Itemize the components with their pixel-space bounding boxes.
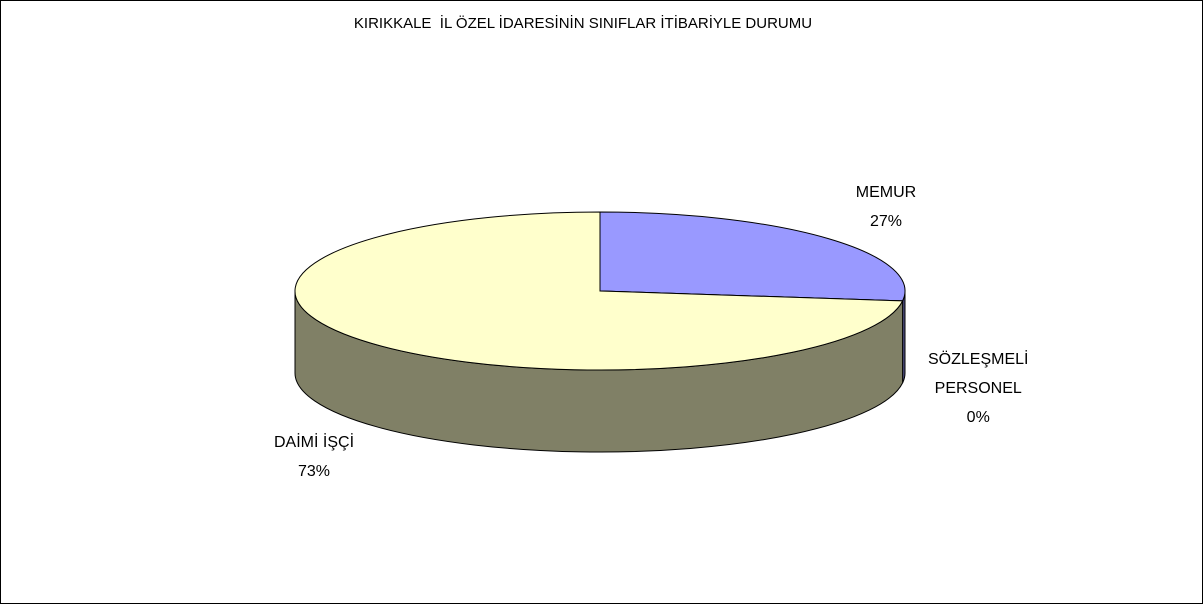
label-name: MEMUR xyxy=(855,184,917,202)
label-name: DAİMİ İŞÇİ xyxy=(274,433,355,451)
label-value: 73% xyxy=(298,462,331,480)
label-value: 27% xyxy=(869,213,902,231)
pie-slice xyxy=(599,211,906,302)
label-value: 0% xyxy=(966,409,990,427)
label-name: SÖZLEŞMELİ PERSONEL xyxy=(927,351,1029,398)
data-label: DAİMİ İŞÇİ 73% xyxy=(249,428,379,486)
pie-tops xyxy=(294,211,906,371)
data-label: SÖZLEŞMELİ PERSONEL 0% xyxy=(913,345,1043,432)
data-label: MEMUR 27% xyxy=(821,178,951,236)
pie-slice xyxy=(294,211,904,371)
chart-title: KIRIKKALE İL ÖZEL İDARESİNİN SINIFLAR İT… xyxy=(354,14,812,32)
